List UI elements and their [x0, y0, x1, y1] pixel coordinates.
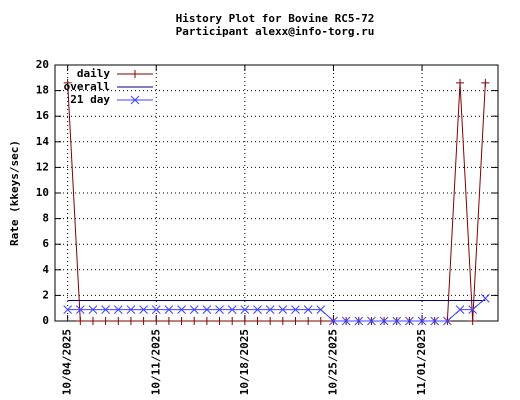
data-point	[113, 305, 123, 314]
data-point	[354, 316, 364, 326]
data-point	[240, 317, 249, 325]
data-point	[126, 305, 136, 314]
data-point	[202, 317, 211, 325]
data-point	[468, 305, 478, 314]
x-tick-label: 10/25/2025	[326, 329, 339, 395]
legend-marker	[130, 95, 140, 105]
data-point	[278, 305, 288, 314]
y-tick-label: 4	[42, 263, 49, 276]
y-tick-label: 10	[36, 186, 49, 199]
data-point	[63, 305, 73, 314]
data-point	[468, 317, 477, 325]
x-tick-label: 10/04/2025	[61, 329, 74, 395]
data-point	[139, 317, 148, 325]
data-point	[417, 316, 427, 326]
y-tick-label: 2	[42, 288, 49, 301]
data-point	[215, 317, 224, 325]
data-point	[291, 305, 300, 314]
y-tick-label: 16	[36, 109, 50, 122]
data-point	[75, 305, 85, 314]
data-point	[303, 305, 313, 314]
data-point	[405, 316, 414, 326]
chart-title: History Plot for Bovine RC5-72	[176, 12, 375, 25]
series-line	[67, 297, 486, 322]
y-tick-label: 14	[36, 135, 50, 148]
data-point	[443, 316, 452, 326]
data-point	[177, 305, 186, 314]
data-point	[177, 317, 186, 325]
data-point	[481, 78, 490, 87]
data-point	[152, 317, 161, 325]
data-point	[253, 317, 262, 325]
data-point	[329, 316, 338, 326]
data-point	[456, 78, 465, 87]
data-point	[151, 305, 161, 314]
data-point	[278, 317, 287, 325]
data-point	[266, 317, 275, 325]
data-point	[126, 317, 135, 325]
data-point	[202, 305, 212, 314]
legend-marker	[131, 70, 139, 78]
data-point	[316, 305, 326, 314]
data-point	[164, 305, 174, 314]
data-point	[114, 317, 123, 325]
data-point	[189, 305, 199, 314]
x-tick-label: 10/18/2025	[238, 329, 251, 395]
data-point	[101, 317, 110, 325]
data-point	[341, 316, 351, 326]
y-axis-label: Rate (kkeys/sec)	[8, 140, 21, 246]
data-point	[379, 316, 389, 326]
y-tick-label: 0	[42, 314, 49, 327]
data-point	[101, 305, 110, 314]
data-point	[316, 317, 325, 325]
data-point	[265, 305, 275, 314]
data-point	[253, 305, 262, 314]
data-point	[430, 316, 440, 326]
series-line	[67, 82, 486, 322]
data-point	[139, 305, 148, 314]
legend-label: 21 day	[70, 93, 110, 106]
data-point	[76, 317, 85, 325]
data-point	[88, 305, 98, 314]
y-tick-label: 6	[42, 237, 49, 250]
legend-label: overall	[64, 80, 110, 93]
x-tick-label: 11/01/2025	[415, 329, 428, 395]
data-point	[455, 305, 465, 314]
data-point	[190, 317, 199, 325]
data-point	[63, 78, 72, 87]
y-tick-label: 18	[36, 84, 49, 97]
x-tick-label: 10/11/2025	[149, 329, 162, 395]
data-point	[291, 317, 300, 325]
chart-subtitle: Participant alexx@info-torg.ru	[176, 25, 375, 38]
legend-label: daily	[77, 67, 110, 80]
y-tick-label: 8	[42, 212, 49, 225]
y-tick-label: 12	[36, 160, 49, 173]
data-point	[228, 317, 237, 325]
data-point	[304, 317, 313, 325]
data-point	[164, 317, 173, 325]
y-tick-label: 20	[36, 58, 49, 71]
data-point	[88, 317, 97, 325]
data-point	[367, 316, 376, 326]
data-point	[215, 305, 224, 314]
data-point	[240, 305, 250, 314]
data-point	[392, 316, 402, 326]
data-point	[480, 293, 490, 303]
data-point	[227, 305, 237, 314]
